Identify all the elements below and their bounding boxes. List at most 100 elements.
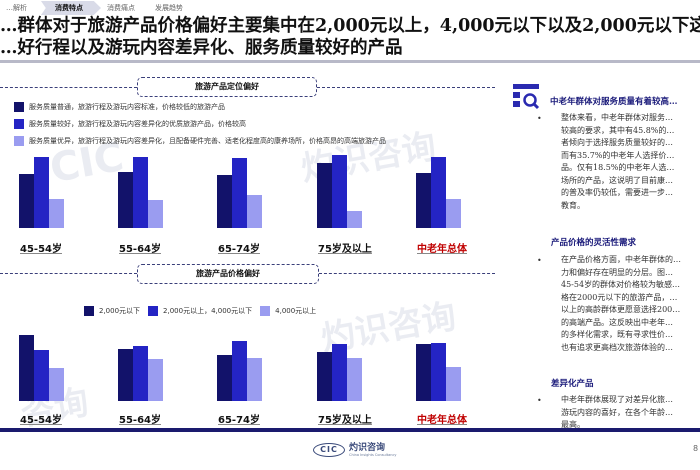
legend-swatch: [14, 119, 24, 129]
legend-label: 服务质量优异，旅游行程及游玩内容差异化，且配备硬件完善、适老化程度高的康养场所，…: [29, 137, 386, 145]
bar: [232, 158, 247, 228]
section-nav: …解析 消费特点 消费痛点 发展趋势: [0, 0, 197, 16]
tab-trends[interactable]: 发展趋势: [155, 4, 183, 12]
section-heading-price: 旅游产品价格偏好: [137, 264, 319, 284]
price-legend: 2,000元以下 2,000元以上，4,000元以下 4,000元以上: [84, 306, 324, 316]
tab-consumption-features[interactable]: 消费特点: [41, 1, 101, 15]
bar-group: [416, 330, 461, 401]
positioning-bar-chart: [0, 150, 490, 228]
bar: [49, 198, 64, 228]
category-label: 中老年总体: [417, 415, 467, 426]
bar: [34, 156, 49, 228]
logo-english-name: China Insights Consultancy: [349, 453, 397, 457]
bar: [317, 162, 332, 228]
legend-swatch: [148, 306, 159, 316]
legend-swatch: [260, 306, 271, 316]
bar-group: [317, 330, 362, 401]
bar: [446, 366, 461, 401]
bar: [247, 195, 262, 228]
insight-line: 最高。: [561, 420, 585, 429]
insight-line: 者倾向于选择服务质量较好的…: [561, 138, 673, 147]
bar: [347, 210, 362, 228]
category-label: 55-64岁: [119, 244, 161, 255]
bar: [217, 354, 232, 401]
legend-label: 服务质量较好，旅游行程及游玩内容差异化的优质旅游产品，价格较高: [29, 120, 246, 128]
bar-group: [217, 330, 262, 401]
bar: [232, 341, 247, 401]
insight-line: 的高端产品。这反映出中老年…: [561, 317, 673, 327]
bar: [133, 345, 148, 401]
bar: [19, 335, 34, 401]
insight-body-differentiation: 中老年群体展现了对差异化旅… 游玩内容的喜好，在各个年龄… 最高。: [561, 394, 700, 432]
insight-line: 45-54岁的群体对价格较为敏感…: [561, 280, 681, 289]
tab-pain-points[interactable]: 消费痛点: [107, 4, 135, 12]
insight-line: 也有追求更高档次旅游体验的…: [561, 342, 673, 352]
bar-group: [118, 330, 163, 401]
title-line-2: …好行程以及游玩内容差异化、服务质量较好的产品: [0, 38, 403, 58]
legend-swatch: [14, 102, 24, 112]
legend-item: 服务质量较好，旅游行程及游玩内容差异化的优质旅游产品，价格较高: [14, 119, 246, 129]
insight-line: 力和偏好存在明显的分层。图…: [561, 267, 673, 277]
logo-chinese-name: 灼识咨询: [349, 443, 386, 453]
insight-title-service: 中老年群体对服务质量有着较高…: [550, 97, 678, 107]
bar-group: [19, 330, 64, 401]
bar: [118, 348, 133, 401]
insight-line: 的普及率仍较低，需要进一步…: [561, 188, 673, 197]
bar-group: [118, 150, 163, 228]
bar-group: [416, 150, 461, 228]
bullet-icon: •: [537, 256, 542, 265]
insight-line: 的多样化需求，既有寻求性价…: [561, 330, 673, 339]
insight-line: 较高的要求，其中有45.8%的…: [561, 125, 675, 135]
insight-title-price: 产品价格的灵活性需求: [551, 238, 637, 248]
insight-line: 品。仅有18.5%的中老年人选…: [561, 163, 675, 172]
legend-swatch: [84, 306, 94, 316]
page-number: 8: [693, 444, 699, 453]
section-divider: [319, 273, 495, 274]
insight-body-service: 整体来看，中老年群体对服务… 较高的要求，其中有45.8%的… 者倾向于选择服务质量…: [561, 112, 700, 212]
insight-title-differentiation: 差异化产品: [551, 379, 594, 389]
bar-group: [217, 150, 262, 228]
legend-swatch: [14, 136, 24, 146]
tab-analysis[interactable]: …解析: [6, 4, 27, 12]
bar: [416, 344, 431, 401]
bar: [332, 155, 347, 228]
bar-group: [19, 150, 64, 228]
legend-label: 2,000元以上，4,000元以下: [163, 307, 253, 315]
bar: [317, 351, 332, 401]
search-report-icon: [513, 84, 543, 114]
insight-line: 整体来看，中老年群体对服务…: [561, 113, 673, 122]
price-bar-chart: [0, 330, 490, 401]
category-label: 75岁及以上: [318, 415, 372, 426]
insight-body-price: 在产品价格方面，中老年群体的… 力和偏好存在明显的分层。图… 45-54岁的群体对价…: [561, 254, 700, 354]
title-line-1: …群体对于旅游产品价格偏好主要集中在2,000元以上，4,000元以下以及2,0…: [0, 16, 700, 36]
bar: [19, 173, 34, 228]
bar: [431, 157, 446, 228]
legend-item: 2,000元以下: [84, 306, 140, 316]
category-label: 45-54岁: [20, 244, 62, 255]
bullet-icon: •: [537, 396, 542, 405]
bar: [416, 172, 431, 228]
company-logo: CIC 灼识咨询 China Insights Consultancy: [313, 443, 396, 457]
bar: [332, 344, 347, 401]
legend-item: 服务质量优异，旅游行程及游玩内容差异化，且配备硬件完善、适老化程度高的康养场所，…: [14, 136, 386, 146]
insight-line: 教育。: [561, 200, 585, 210]
insight-line: 以上的高龄群体更愿意选择200…: [561, 305, 681, 314]
category-label: 中老年总体: [417, 244, 467, 255]
insight-line: 场所的产品，这说明了目前康…: [561, 175, 673, 185]
bar: [148, 200, 163, 228]
section-divider: [0, 273, 137, 274]
legend-label: 2,000元以下: [99, 307, 141, 315]
category-label: 65-74岁: [218, 244, 260, 255]
title-divider: [0, 60, 700, 63]
insight-line: 中老年群体展现了对差异化旅…: [561, 395, 673, 404]
legend-item: 服务质量普通，旅游行程及游玩内容标准，价格较低的旅游产品: [14, 102, 225, 112]
bar: [49, 368, 64, 401]
bullet-icon: •: [537, 114, 542, 123]
bar: [118, 172, 133, 228]
bar-group: [317, 150, 362, 228]
insight-line: 在产品价格方面，中老年群体的…: [561, 255, 681, 264]
bar: [34, 350, 49, 401]
category-label: 55-64岁: [119, 415, 161, 426]
category-label: 45-54岁: [20, 415, 62, 426]
section-divider: [0, 87, 137, 88]
